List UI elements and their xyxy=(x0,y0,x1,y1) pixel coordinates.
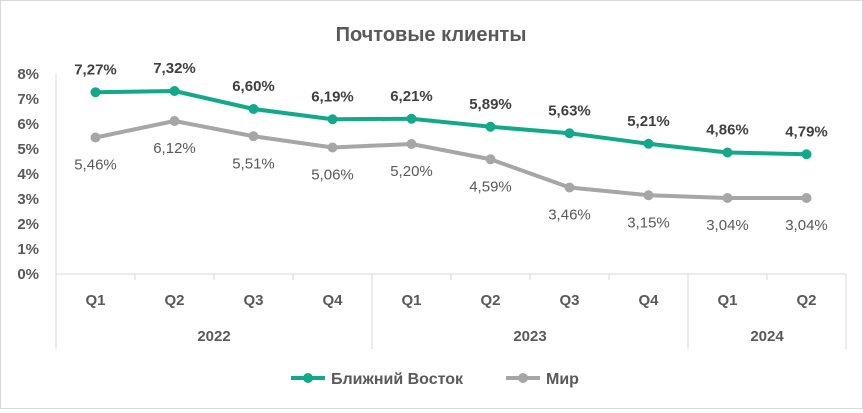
data-point xyxy=(248,104,259,114)
x-tick-label: Q4 xyxy=(322,292,343,309)
data-label: 4,79% xyxy=(785,123,828,140)
data-point xyxy=(169,86,180,96)
data-point xyxy=(327,114,338,125)
data-point xyxy=(722,147,733,158)
y-tick-label: 7% xyxy=(17,91,39,108)
x-tick-label: Q4 xyxy=(638,292,659,309)
data-label: 6,19% xyxy=(311,88,354,105)
y-tick-label: 8% xyxy=(17,66,39,83)
data-point xyxy=(801,149,812,160)
y-tick-label: 0% xyxy=(17,266,39,283)
data-point xyxy=(485,154,496,165)
x-tick-label: Q3 xyxy=(559,292,579,309)
data-label: 7,32% xyxy=(153,60,196,77)
data-point xyxy=(485,121,496,132)
series-layer xyxy=(90,86,812,203)
data-label: 3,04% xyxy=(785,217,828,234)
y-tick-label: 3% xyxy=(17,191,39,208)
data-label: 6,12% xyxy=(153,140,196,157)
y-tick-label: 4% xyxy=(17,166,39,183)
data-label: 5,06% xyxy=(311,167,354,184)
x-tick-label: Q1 xyxy=(717,292,737,309)
data-point xyxy=(564,128,575,139)
data-label: 6,21% xyxy=(390,88,433,105)
x-group-label: 2022 xyxy=(197,328,230,345)
data-point xyxy=(643,138,654,149)
data-point xyxy=(169,116,180,126)
legend-swatch-marker xyxy=(518,373,528,383)
axes: 0% 1% 2% 3% 4% 5% 6% 7% 8% Q1 Q2 Q3 Q4 Q1 Q2 Q3 Q4 Q1 Q2 20… xyxy=(17,66,847,349)
data-label: 3,46% xyxy=(548,207,591,224)
data-label: 5,20% xyxy=(390,163,433,180)
data-point xyxy=(248,131,259,142)
legend-swatch-marker xyxy=(303,373,313,383)
data-point xyxy=(90,132,101,143)
series-line xyxy=(93,119,809,200)
data-point xyxy=(327,142,338,153)
data-label: 6,60% xyxy=(232,78,275,95)
data-point xyxy=(722,193,733,203)
x-group-label: 2024 xyxy=(750,328,784,345)
y-tick-label: 6% xyxy=(17,116,39,133)
data-point xyxy=(643,190,654,201)
x-tick-label: Q1 xyxy=(85,292,105,309)
data-label: 4,86% xyxy=(706,122,749,139)
data-point xyxy=(406,113,417,124)
x-group-label: 2023 xyxy=(513,328,546,345)
data-label: 5,46% xyxy=(74,157,117,174)
data-label: 5,51% xyxy=(232,155,275,172)
y-tick-label: 1% xyxy=(17,241,39,258)
y-tick-label: 5% xyxy=(17,141,39,158)
legend-label: Ближний Восток xyxy=(331,371,464,388)
legend: Ближний Восток Мир xyxy=(291,371,579,388)
chart-title: Почтовые клиенты xyxy=(336,24,527,46)
data-labels: 7,27% 7,32% 6,60% 6,19% 6,21% 5,89% 5,63% 5,21%… xyxy=(74,60,828,234)
data-label: 5,21% xyxy=(627,113,670,130)
data-point xyxy=(406,139,417,149)
data-point xyxy=(90,87,101,98)
x-tick-label: Q2 xyxy=(796,292,816,309)
data-point xyxy=(801,193,812,203)
data-label: 3,04% xyxy=(706,217,749,234)
legend-label: Мир xyxy=(546,371,579,388)
y-tick-label: 2% xyxy=(17,216,39,233)
data-label: 5,63% xyxy=(548,102,591,119)
data-point xyxy=(564,182,575,193)
data-label: 7,27% xyxy=(74,61,117,78)
data-label: 4,59% xyxy=(469,178,512,195)
data-label: 3,15% xyxy=(627,214,670,231)
x-tick-label: Q2 xyxy=(480,292,500,309)
series-line xyxy=(93,89,809,157)
x-tick-label: Q1 xyxy=(401,292,421,309)
x-tick-label: Q2 xyxy=(164,292,184,309)
x-tick-label: Q3 xyxy=(243,292,263,309)
data-label: 5,89% xyxy=(469,96,512,113)
